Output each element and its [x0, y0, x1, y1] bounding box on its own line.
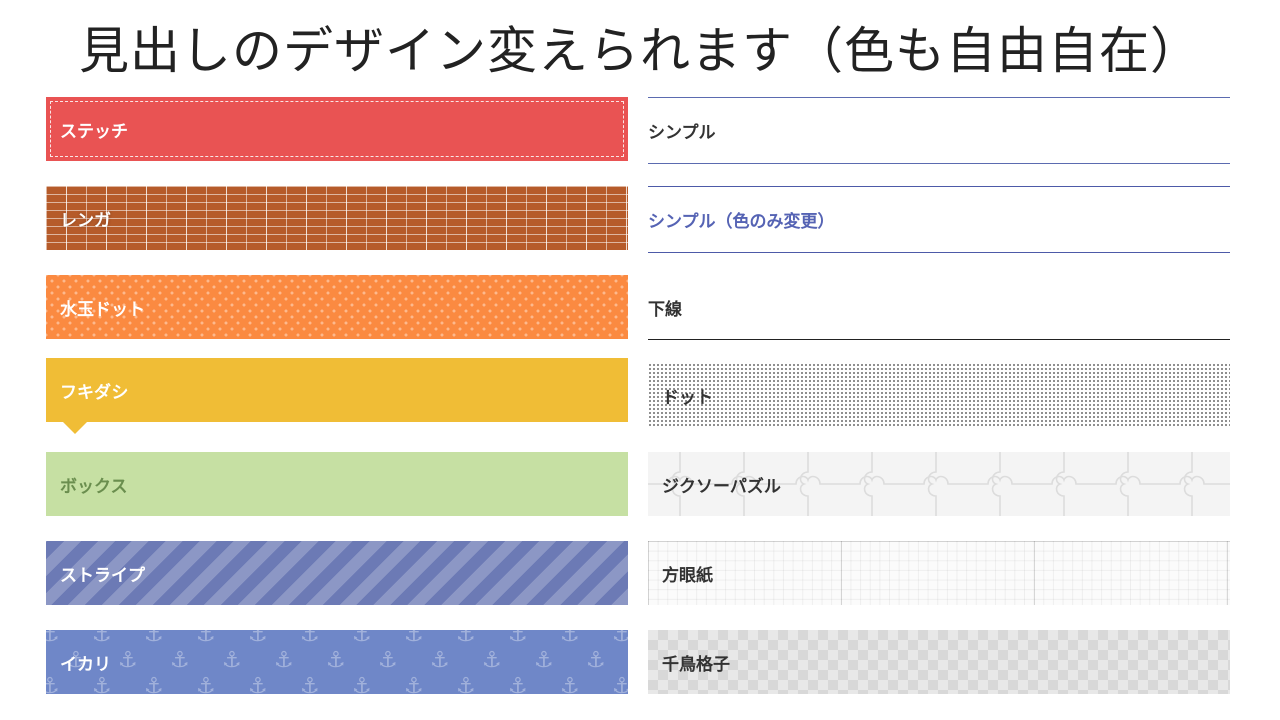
- heading-label: レンガ: [60, 210, 111, 231]
- anchor-icon: ⚓: [326, 648, 346, 673]
- anchor-icon: ⚓: [430, 648, 450, 673]
- heading-label: 千鳥格子: [662, 654, 730, 675]
- heading-label: ドット: [662, 387, 713, 408]
- heading-underline: 下線: [648, 275, 1230, 340]
- anchor-icon: ⚓: [118, 648, 138, 673]
- heading-label: フキダシ: [60, 382, 129, 403]
- heading-brick: レンガ: [46, 186, 628, 250]
- heading-anchor: ⚓⚓⚓⚓⚓⚓⚓⚓⚓⚓⚓⚓⚓⚓⚓⚓⚓⚓⚓⚓⚓⚓⚓⚓⚓⚓⚓⚓⚓⚓⚓⚓⚓⚓⚓⚓ イカリ: [46, 630, 628, 694]
- heading-label: ステッチ: [60, 121, 128, 142]
- anchor-icon: ⚓: [508, 674, 528, 695]
- anchor-icon: ⚓: [560, 630, 580, 647]
- anchor-icon: ⚓: [300, 630, 320, 647]
- anchor-icon: ⚓: [456, 630, 476, 647]
- anchor-icon: ⚓: [352, 630, 372, 647]
- heading-box: ボックス: [46, 452, 628, 516]
- anchor-icon: ⚓: [222, 648, 242, 673]
- heading-houndstooth: 千鳥格子: [648, 630, 1230, 694]
- anchor-icon: ⚓: [248, 674, 268, 695]
- heading-simple: シンプル: [648, 97, 1230, 164]
- anchor-icon: ⚓: [612, 674, 628, 695]
- anchor-icon: ⚓: [404, 630, 424, 647]
- heading-label: イカリ: [60, 654, 111, 675]
- jigsaw-pattern: [648, 452, 1230, 516]
- heading-stripe: ストライプ: [46, 541, 628, 605]
- anchor-icon: ⚓: [508, 630, 528, 647]
- heading-speech-bubble: フキダシ: [46, 358, 628, 434]
- heading-label: ボックス: [60, 476, 128, 497]
- anchor-icon: ⚓: [46, 674, 60, 695]
- anchor-icon: ⚓: [612, 630, 628, 647]
- anchor-icon: ⚓: [196, 630, 216, 647]
- heading-label: ジクソーパズル: [662, 476, 781, 497]
- anchor-icon: ⚓: [46, 630, 60, 647]
- anchor-icon: ⚓: [66, 648, 86, 673]
- page-title: 見出しのデザイン変えられます（色も自由自在）: [79, 22, 1201, 80]
- anchor-icon: ⚓: [482, 648, 502, 673]
- anchor-icon: ⚓: [144, 630, 164, 647]
- anchor-icon: ⚓: [274, 648, 294, 673]
- heading-dot: ドット: [648, 363, 1230, 427]
- anchor-icon: ⚓: [144, 674, 164, 695]
- heading-label: 方眼紙: [662, 565, 713, 586]
- anchor-icon: ⚓: [378, 648, 398, 673]
- anchor-icon: ⚓: [352, 674, 372, 695]
- anchor-icon: ⚓: [300, 674, 320, 695]
- heading-jigsaw: ジクソーパズル: [648, 452, 1230, 516]
- heading-polka-dot: 水玉ドット: [46, 275, 628, 339]
- anchor-icon: ⚓: [560, 674, 580, 695]
- anchor-icon: ⚓: [404, 674, 424, 695]
- anchor-icon: ⚓: [248, 630, 268, 647]
- anchor-icon: ⚓: [456, 674, 476, 695]
- heading-label: ストライプ: [60, 565, 145, 586]
- heading-graph-paper: 方眼紙: [648, 541, 1230, 605]
- heading-stitch: ステッチ: [46, 97, 628, 161]
- heading-simple-color: シンプル（色のみ変更）: [648, 186, 1230, 253]
- heading-label: 水玉ドット: [60, 299, 145, 320]
- anchor-pattern: ⚓⚓⚓⚓⚓⚓⚓⚓⚓⚓⚓⚓⚓⚓⚓⚓⚓⚓⚓⚓⚓⚓⚓⚓⚓⚓⚓⚓⚓⚓⚓⚓⚓⚓⚓⚓: [46, 630, 628, 694]
- heading-label: 下線: [648, 299, 682, 320]
- heading-label: シンプル: [648, 123, 716, 143]
- heading-label: シンプル（色のみ変更）: [648, 212, 835, 232]
- anchor-icon: ⚓: [92, 630, 112, 647]
- anchor-icon: ⚓: [586, 648, 606, 673]
- anchor-icon: ⚓: [534, 648, 554, 673]
- anchor-icon: ⚓: [92, 674, 112, 695]
- anchor-icon: ⚓: [170, 648, 190, 673]
- anchor-icon: ⚓: [196, 674, 216, 695]
